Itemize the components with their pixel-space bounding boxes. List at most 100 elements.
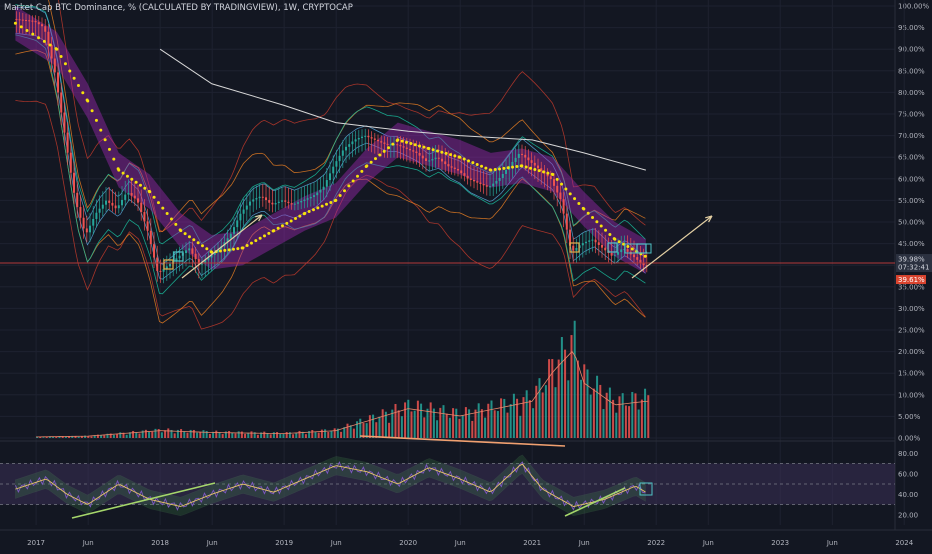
candle-body (431, 159, 434, 161)
volume-bar (493, 410, 496, 438)
volume-bar (436, 420, 439, 438)
candle-body (546, 173, 549, 177)
candle-body (383, 142, 386, 144)
candle-body (239, 213, 242, 221)
candle-body (92, 218, 95, 226)
yellow-dot-point (196, 241, 200, 245)
volume-bar (263, 431, 266, 438)
volume-bar (58, 436, 61, 438)
yellow-dot-point (515, 165, 519, 169)
volume-bar (637, 409, 640, 438)
yellow-dot-point (502, 166, 506, 170)
volume-bar (400, 416, 403, 438)
rsi-y-tick-label: 20.00 (898, 511, 918, 519)
candle-body (633, 254, 636, 258)
volume-bar (564, 349, 567, 438)
volume-bar (170, 429, 173, 438)
yellow-dot-point (422, 145, 426, 149)
yellow-dot-point (298, 214, 302, 218)
candle-body (207, 257, 210, 261)
candle-body (159, 270, 162, 272)
yellow-dot-point (148, 190, 152, 194)
volume-bar (349, 425, 352, 438)
x-tick-label: Jun (454, 539, 466, 547)
candle-body (255, 198, 258, 200)
candle-body (565, 213, 568, 230)
yellow-dot-point (347, 184, 351, 188)
candle-body (297, 202, 300, 204)
yellow-dot-point (76, 83, 80, 87)
candle-body (37, 22, 40, 25)
volume-bar (551, 359, 554, 438)
ichimoku-cloud (15, 6, 646, 274)
candle-body (530, 160, 533, 163)
candle-body (617, 252, 620, 255)
candle-body (626, 249, 629, 252)
yellow-dot-point (134, 180, 138, 184)
volume-bar (365, 423, 368, 438)
yellow-dot-point (130, 177, 134, 181)
candle-body (220, 246, 223, 250)
low-marker-box (173, 251, 184, 262)
candle-body (348, 144, 351, 147)
yellow-dot-point (400, 139, 404, 143)
candle-body (444, 161, 447, 165)
volume-bar (135, 432, 138, 438)
volume-bar (589, 394, 592, 438)
candle-body (332, 166, 335, 174)
candle-body (524, 154, 527, 158)
volume-bar (84, 435, 87, 438)
yellow-dot-point (622, 242, 626, 246)
volume-bar (375, 422, 378, 438)
volume-bar (100, 435, 103, 438)
yellow-dot-point (320, 204, 324, 208)
yellow-dot-point (37, 36, 41, 40)
candle-body (114, 205, 117, 209)
candle-body (441, 158, 444, 162)
yellow-dot-point (107, 147, 111, 151)
volume-bar (560, 337, 563, 438)
y-tick-label: 80.00% (898, 89, 925, 97)
y-tick-label: 25.00% (898, 327, 925, 335)
volume-bar (394, 403, 397, 438)
yellow-dot-point (475, 162, 479, 166)
candle-body (178, 255, 181, 259)
candle-body (303, 199, 306, 201)
x-tick-label: Jun (702, 539, 714, 547)
volume-bar (167, 428, 170, 438)
volume-bar (596, 375, 599, 438)
candle-body (434, 157, 437, 160)
candle-body (156, 257, 159, 271)
yellow-dot-point (427, 147, 431, 151)
volume-bar (189, 429, 192, 438)
envelope-band (15, 4, 646, 245)
yellow-dot-point (325, 202, 329, 206)
volume-bar (567, 380, 570, 438)
volume-bar (176, 429, 179, 438)
candle-body (249, 201, 252, 206)
candle-body (601, 244, 604, 248)
price-tag-current: 39.98% (898, 256, 925, 264)
yellow-dot-point (117, 168, 121, 172)
yellow-dot-point (338, 194, 342, 198)
candle-body (165, 266, 168, 270)
volume-bar (407, 399, 410, 438)
candle-body (111, 202, 114, 206)
volume-bar (384, 411, 387, 438)
candle-body (63, 112, 66, 133)
candle-body (351, 141, 354, 145)
yellow-dot-point (231, 247, 235, 251)
candle-body (610, 253, 613, 256)
candle-body (197, 259, 200, 265)
price-tag-countdown: 07:32:41 (898, 264, 929, 272)
volume-bar (327, 432, 330, 438)
yellow-dot-point (564, 187, 568, 191)
volume-bar (77, 436, 80, 438)
volume-bar (180, 429, 183, 438)
volume-bar (512, 393, 515, 438)
volume-bar (541, 392, 544, 438)
volume-bar (205, 431, 208, 438)
yellow-dot-point (396, 138, 400, 142)
volume-bar (247, 432, 250, 438)
